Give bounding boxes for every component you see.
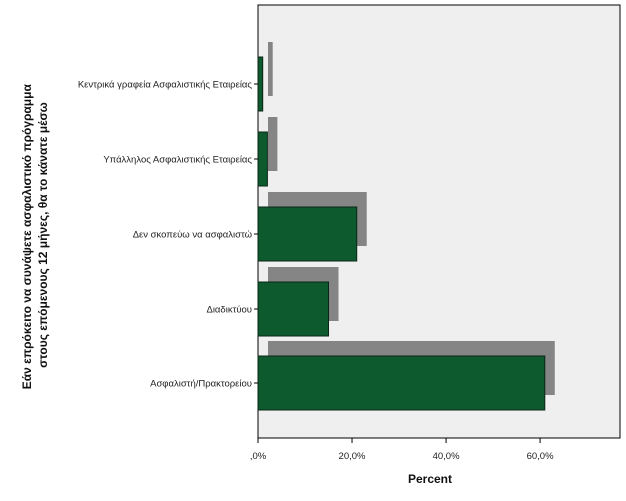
y-axis-title-line-2: στους επόμενους 12 μήνες, θα το κάνατε μ… bbox=[36, 102, 50, 368]
bar bbox=[257, 281, 330, 337]
bars bbox=[257, 56, 546, 411]
x-axis-title: Percent bbox=[408, 472, 452, 486]
x-tick-label: 40,0% bbox=[433, 451, 460, 462]
category-label: Υπάλληλος Ασφαλιστικής Εταιρείας bbox=[103, 155, 252, 166]
svg-text:Εάν επρόκειτο να συνάψετε ασφα: Εάν επρόκειτο να συνάψετε ασφαλιστικό πρ… bbox=[20, 81, 50, 389]
bar bbox=[257, 131, 268, 187]
bar bbox=[257, 56, 264, 112]
category-label: Διαδικτύου bbox=[206, 305, 252, 316]
x-tick-label: 20,0% bbox=[339, 451, 366, 462]
y-axis: Κεντρικά γραφεία Ασφαλιστικής Εταιρείας Υ… bbox=[78, 80, 258, 390]
category-label: Κεντρικά γραφεία Ασφαλιστικής Εταιρείας bbox=[78, 80, 253, 91]
bar-shadow bbox=[268, 117, 278, 171]
y-axis-title-line-1: Εάν επρόκειτο να συνάψετε ασφαλιστικό πρ… bbox=[20, 84, 34, 390]
x-axis: ,0% 20,0% 40,0% 60,0% bbox=[250, 438, 554, 462]
bar bbox=[257, 355, 546, 411]
y-axis-title: Εάν επρόκειτο να συνάψετε ασφαλιστικό πρ… bbox=[20, 81, 50, 390]
category-label: Δεν σκοπεύω να ασφαλιστώ bbox=[133, 230, 253, 241]
bar-shadow bbox=[268, 42, 273, 96]
x-tick-label: ,0% bbox=[250, 451, 267, 462]
category-label: Ασφαλιστή/Πρακτορείου bbox=[150, 379, 252, 390]
bar bbox=[257, 206, 358, 262]
x-tick-label: 60,0% bbox=[527, 451, 554, 462]
